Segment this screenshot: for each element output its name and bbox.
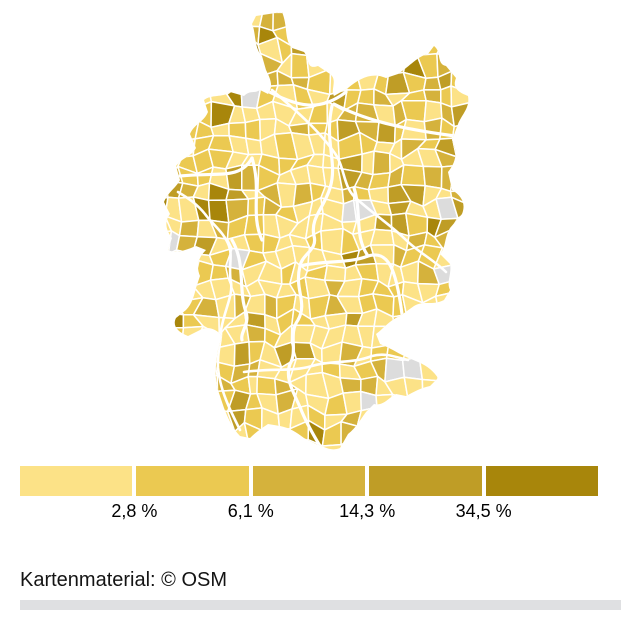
river-lines [176,88,448,432]
germany-map-svg[interactable] [0,0,640,460]
legend-swatch-row [20,466,599,496]
legend-swatch-2 [136,466,249,496]
legend-break-label-3: 14,3 % [339,501,396,521]
map-attribution: Kartenmaterial: © OSM [20,569,228,591]
legend-swatch-1 [20,466,133,496]
legend-break-label-1: 2,8 % [111,501,158,521]
legend-swatch-5 [485,466,599,496]
divider-bar [20,600,621,610]
legend-break-label-4: 34,5 % [455,501,512,521]
state-borders [178,86,457,448]
district-cells[interactable] [145,0,507,460]
germany-choropleth-map[interactable] [0,0,640,460]
legend: 2,8 % 6,1 % 14,3 % 34,5 % [20,466,599,524]
legend-break-label-2: 6,1 % [227,501,274,521]
legend-swatch-4 [369,466,482,496]
legend-swatch-3 [252,466,366,496]
